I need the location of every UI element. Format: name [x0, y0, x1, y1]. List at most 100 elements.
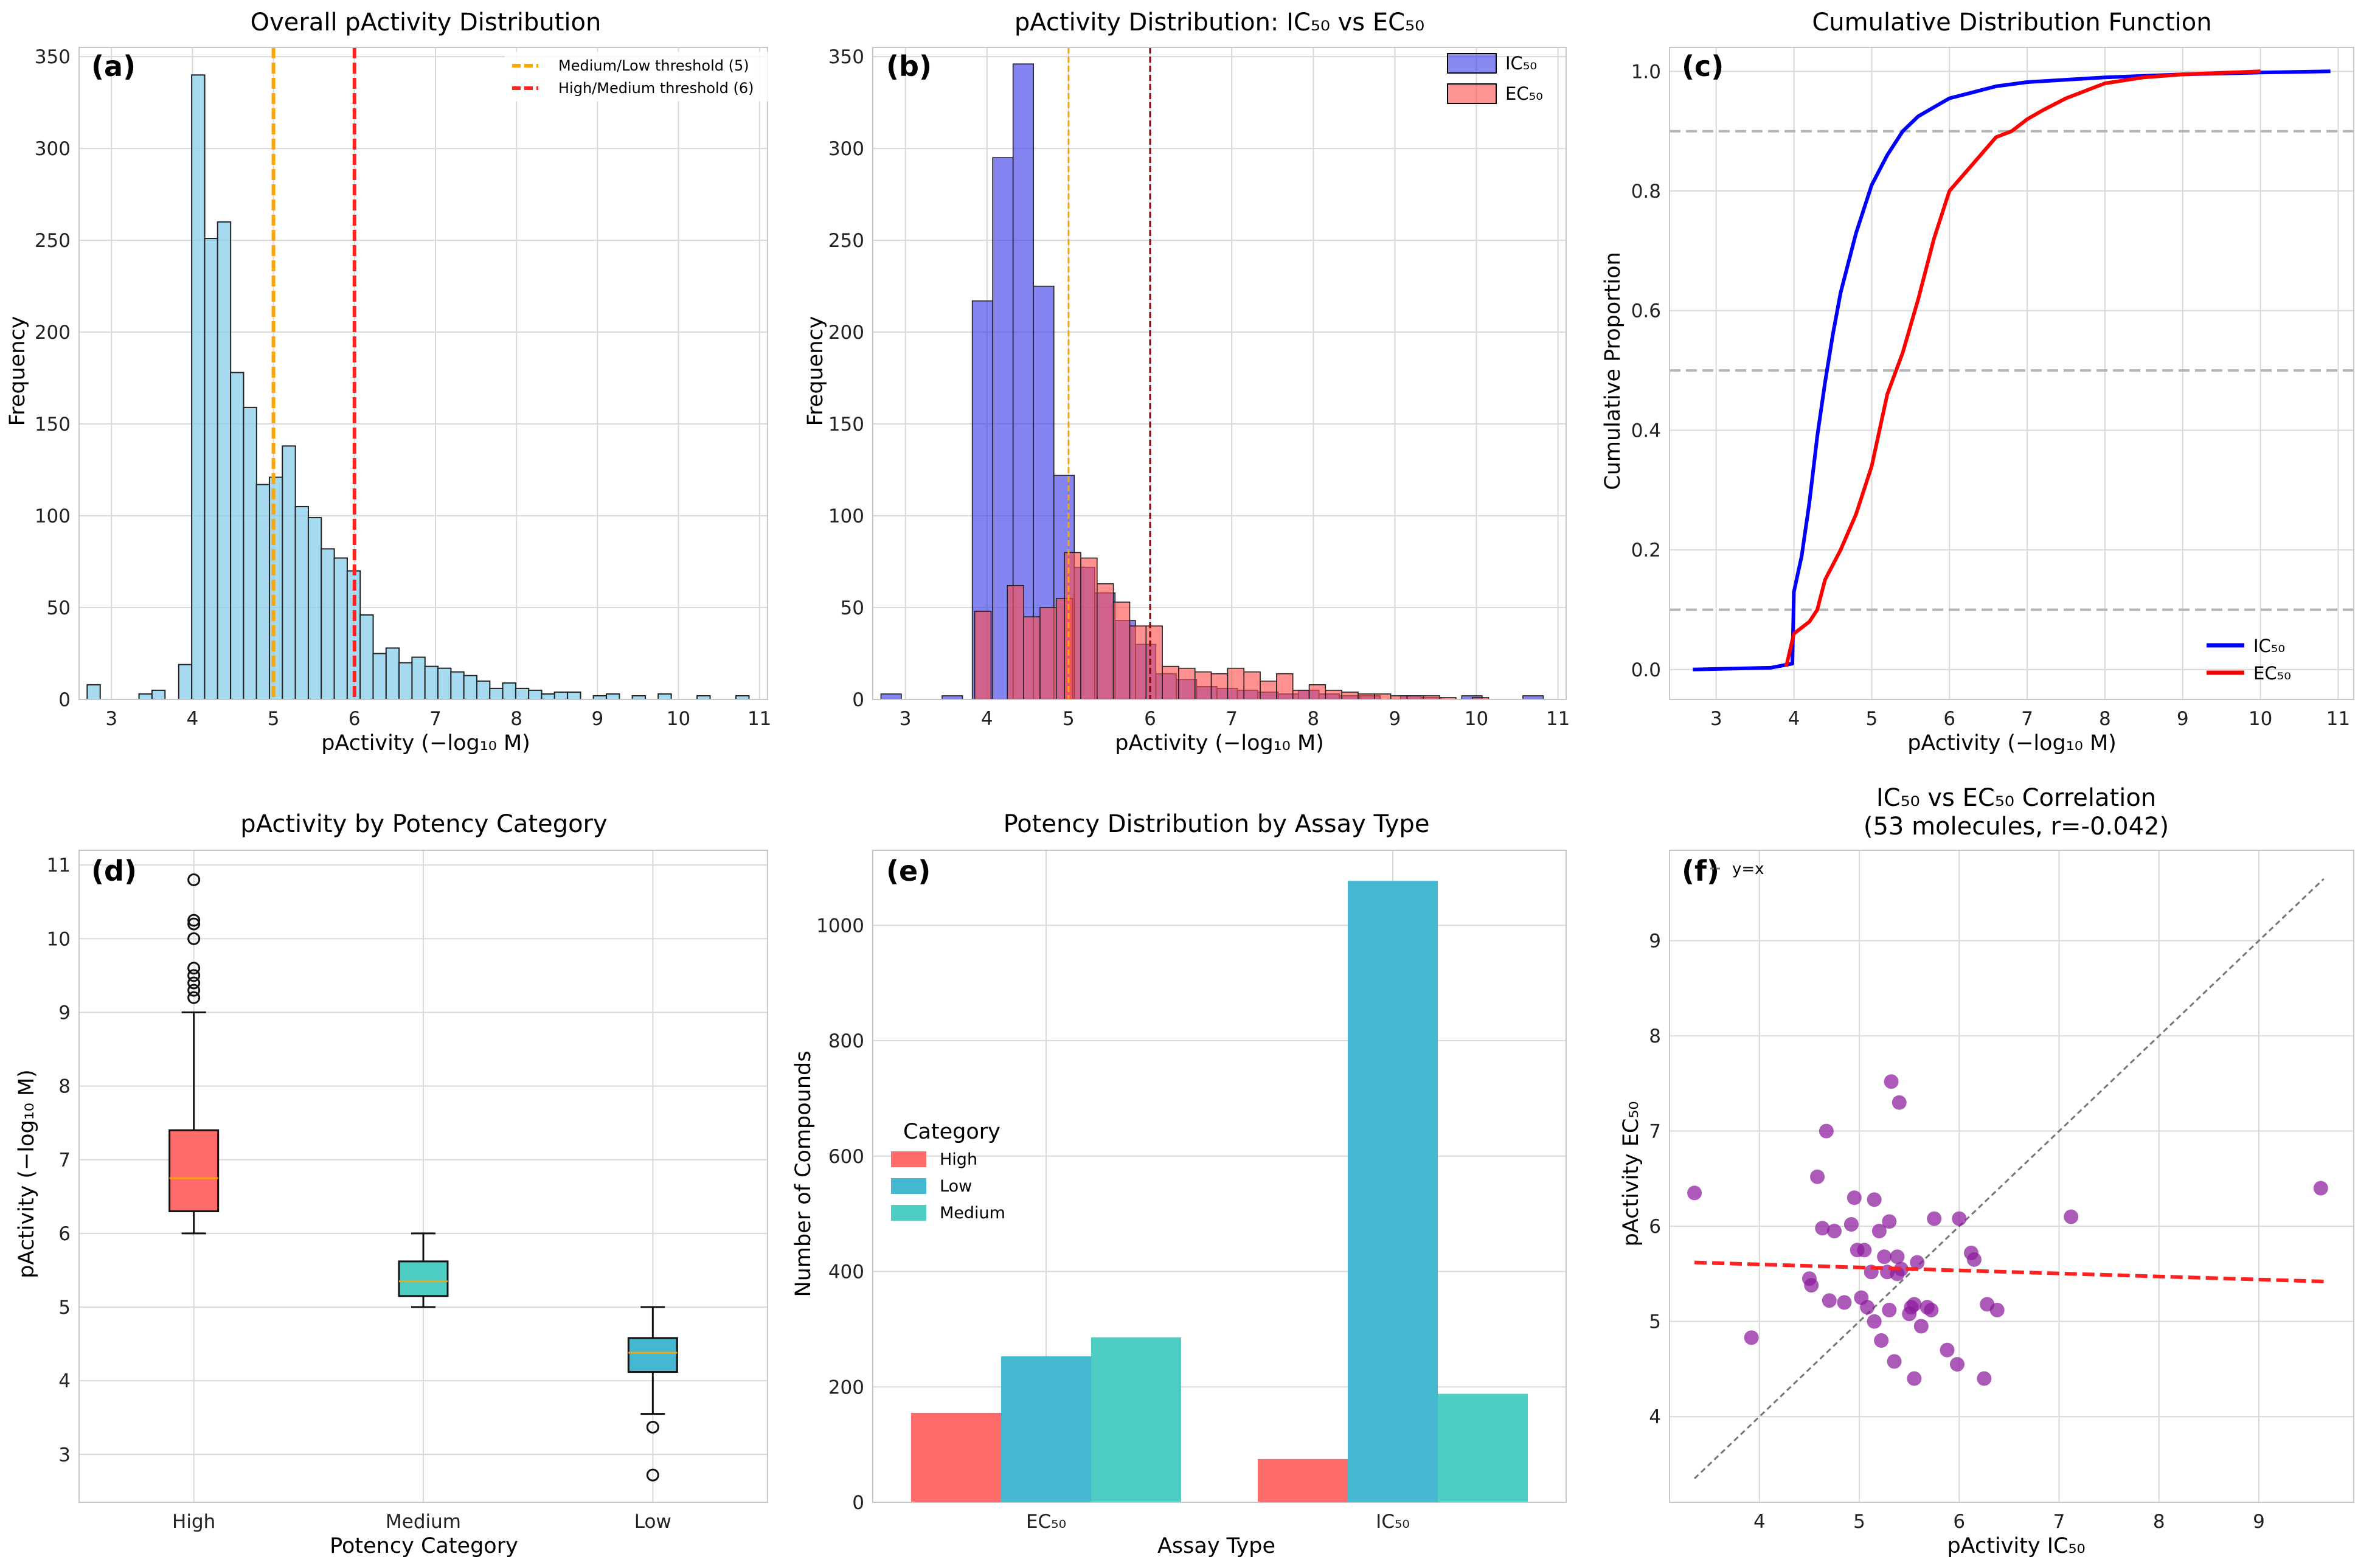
histogram-bar-15 — [333, 557, 348, 700]
ec50-bar-17 — [1260, 681, 1277, 700]
scatter-point-18 — [1867, 1192, 1882, 1207]
y-tick-label-4: 800 — [828, 1030, 864, 1052]
panel-d-boxplot: pActivity by Potency Category 3 4 5 6 7 8 9 10 1… — [15, 810, 768, 1558]
y-tick-label-1: 5 — [1649, 1311, 1661, 1333]
x-tick-label-1: 4 — [1788, 708, 1800, 730]
panel-a-label: (a) — [91, 50, 136, 83]
x-tick-label-4: 7 — [429, 708, 442, 730]
panel-d-plot: 3 4 5 6 7 8 9 10 11 High Medium Low — [47, 850, 768, 1533]
scatter-point-11 — [1847, 1190, 1862, 1205]
scatter-point-15 — [1860, 1300, 1875, 1315]
x-tick-label-5: 9 — [2253, 1511, 2265, 1533]
x-tick-label-0: EC₅₀ — [1026, 1511, 1066, 1533]
x-tick-label-8: 11 — [1546, 708, 1570, 730]
y-tick-label-6: 9 — [58, 1002, 71, 1024]
outlier-high-0 — [187, 991, 201, 1004]
panel-c-label: (c) — [1682, 50, 1724, 83]
x-tick-label-0: 3 — [105, 708, 117, 730]
legend-low-label: Low — [940, 1177, 972, 1196]
scatter-point-1 — [1744, 1330, 1759, 1345]
panel-e-plot: 0 200 400 600 800 1000 EC₅₀ IC₅₀ — [816, 850, 1567, 1533]
ec50-bar-23 — [1358, 693, 1375, 700]
y-tick-label-0: 0.0 — [1631, 659, 1661, 681]
histogram-bar-30 — [528, 689, 543, 700]
ec50-bar-14 — [1210, 673, 1229, 700]
scatter-point-44 — [1966, 1252, 1982, 1267]
panel-c-title: Cumulative Distribution Function — [1812, 9, 2211, 36]
histogram-bar-2 — [151, 689, 166, 700]
panel-f-title: IC₅₀ vs EC₅₀ Correlation — [1876, 784, 2156, 812]
x-tick-label-0: 4 — [1753, 1511, 1766, 1533]
panel-d-ylabel: pActivity (−log₁₀ M) — [15, 1069, 39, 1278]
scatter-point-36 — [1913, 1319, 1929, 1334]
y-tick-label-2: 6 — [1649, 1216, 1661, 1238]
ec50-bar-20 — [1308, 684, 1326, 700]
legend-ic50-swatch — [1447, 53, 1497, 74]
histogram-bar-17 — [359, 614, 374, 700]
legend-high-swatch — [891, 1151, 926, 1167]
scatter-point-10 — [1843, 1217, 1859, 1232]
histogram-bar-19 — [385, 647, 400, 700]
x-tick-label-4: 7 — [2021, 708, 2033, 730]
x-tick-label-3: 7 — [2053, 1511, 2065, 1533]
scatter-point-24 — [1882, 1214, 1897, 1229]
histogram-bar-10 — [268, 476, 283, 700]
scatter-point-14 — [1857, 1243, 1872, 1258]
plot-frame — [1669, 47, 2354, 700]
legend-ec50-swatch — [1447, 83, 1497, 104]
y-tick-label-0: 0 — [852, 689, 864, 711]
x-tick-label-6: 9 — [591, 708, 603, 730]
box-0 — [168, 1129, 220, 1213]
legend-ec50-label: EC₅₀ — [1505, 83, 1543, 104]
legend-cdf-ic50-label: IC₅₀ — [2253, 636, 2285, 656]
identity-line — [1694, 878, 2325, 1479]
scatter-point-25 — [1884, 1074, 1899, 1089]
bar-medium-1 — [1438, 1393, 1528, 1502]
y-tick-label-0: 0 — [852, 1492, 864, 1514]
ec50-bar-5 — [1064, 552, 1081, 700]
panel-d-label: (d) — [91, 855, 137, 887]
y-tick-label-2: 100 — [35, 505, 71, 527]
histogram-bar-8 — [243, 406, 257, 701]
histogram-bar-6 — [217, 221, 232, 700]
x-tick-label-2: Low — [634, 1511, 671, 1533]
x-tick-label-3: 6 — [1144, 708, 1156, 730]
box-1 — [398, 1260, 449, 1297]
histogram-bar-0 — [86, 684, 101, 701]
ec50-bar-1 — [1007, 585, 1024, 700]
x-tick-label-4: 7 — [1226, 708, 1238, 730]
x-tick-label-1: 5 — [1853, 1511, 1865, 1533]
bar-low-0 — [1001, 1356, 1091, 1502]
y-tick-label-7: 350 — [828, 46, 864, 68]
scatter-point-9 — [1837, 1295, 1852, 1310]
x-tick-label-5: 8 — [1307, 708, 1319, 730]
panel-b-ylabel: Frequency — [803, 316, 828, 426]
scatter-point-33 — [1907, 1297, 1922, 1312]
histogram-bar-3 — [178, 664, 193, 701]
bar-high-0 — [911, 1412, 1001, 1502]
histogram-bar-29 — [515, 687, 530, 701]
histogram-bar-9 — [255, 484, 271, 700]
y-tick-label-3: 7 — [1649, 1121, 1661, 1143]
panel-c-ylabel: Cumulative Proportion — [1601, 252, 1625, 490]
x-tick-label-1: 4 — [187, 708, 199, 730]
panel-f-subtitle: (53 molecules, r=-0.042) — [1864, 813, 2169, 841]
histogram-bar-33 — [567, 691, 581, 701]
legend-medium-label: Medium — [940, 1204, 1005, 1223]
panel-a-overall-distribution: Overall pActivity Distribution 0 50 100 150… — [5, 9, 772, 755]
histogram-bar-11 — [282, 445, 296, 700]
histogram-bar-14 — [321, 548, 335, 701]
y-tick-label-1: 50 — [47, 597, 71, 619]
x-tick-label-8: 11 — [2326, 708, 2350, 730]
scatter-point-28 — [1890, 1249, 1905, 1264]
scatter-point-26 — [1887, 1354, 1902, 1369]
y-tick-label-6: 300 — [828, 138, 864, 160]
x-tick-label-2: 5 — [1866, 708, 1878, 730]
legend-low-swatch — [891, 1178, 926, 1194]
x-tick-label-1: IC₅₀ — [1376, 1511, 1410, 1533]
histogram-bar-32 — [553, 691, 569, 701]
scatter-point-19 — [1871, 1223, 1887, 1238]
plot-area — [79, 47, 768, 699]
x-tick-label-0: 3 — [900, 708, 912, 730]
plot-frame — [872, 850, 1567, 1503]
